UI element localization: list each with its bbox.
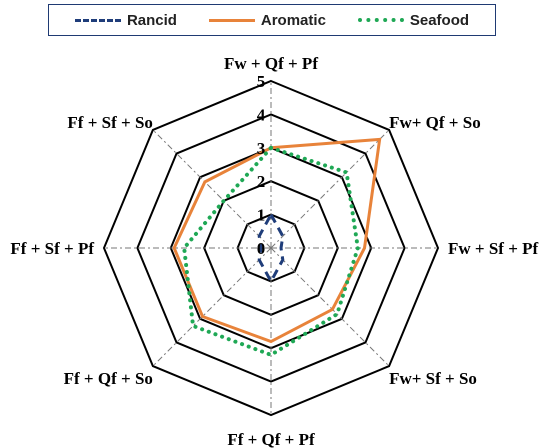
axis-label-5: Ff + Qf + So [64, 369, 153, 388]
tick-label-5: 5 [257, 72, 266, 91]
legend: Rancid Aromatic Seafood [48, 4, 496, 36]
series-seafood [182, 145, 360, 358]
axis-label-0: Fw + Qf + Pf [224, 54, 318, 73]
radar-spokes [104, 81, 438, 415]
legend-item-aromatic: Aromatic [208, 11, 326, 29]
tick-label-2: 2 [257, 172, 266, 191]
legend-swatch-rancid [74, 18, 121, 22]
legend-label-rancid: Rancid [126, 11, 177, 29]
axis-label-6: Ff + Sf + Pf [10, 239, 94, 258]
legend-label-seafood: Seafood [409, 11, 470, 29]
legend-swatch-seafood [357, 18, 404, 22]
radar-series [172, 137, 382, 358]
radar-axis-labels: Fw + Qf + Pf Fw+ Qf + So Fw + Sf + Pf Fw+ S… [10, 54, 538, 448]
grid-ring-4 [136, 113, 406, 383]
legend-item-seafood: Seafood [357, 11, 470, 29]
axis-label-3: Fw+ Sf + So [389, 369, 477, 388]
axis-label-1: Fw+ Qf + So [389, 113, 481, 132]
legend-label-aromatic: Aromatic [260, 11, 326, 29]
axis-label-2: Fw + Sf + Pf [448, 239, 539, 258]
tick-label-4: 4 [257, 105, 266, 124]
tick-label-0: 0 [257, 239, 266, 258]
series-aromatic [172, 137, 382, 344]
legend-item-rancid: Rancid [74, 11, 177, 29]
tick-label-3: 3 [257, 139, 266, 158]
axis-label-7: Ff + Sf + So [67, 113, 153, 132]
radar-ticks: 0 1 2 3 4 5 [257, 72, 266, 258]
tick-label-1: 1 [257, 206, 266, 225]
legend-swatch-aromatic [208, 18, 255, 22]
grid-ring-5 [102, 79, 440, 417]
axis-label-4: Ff + Qf + Pf [227, 430, 315, 448]
